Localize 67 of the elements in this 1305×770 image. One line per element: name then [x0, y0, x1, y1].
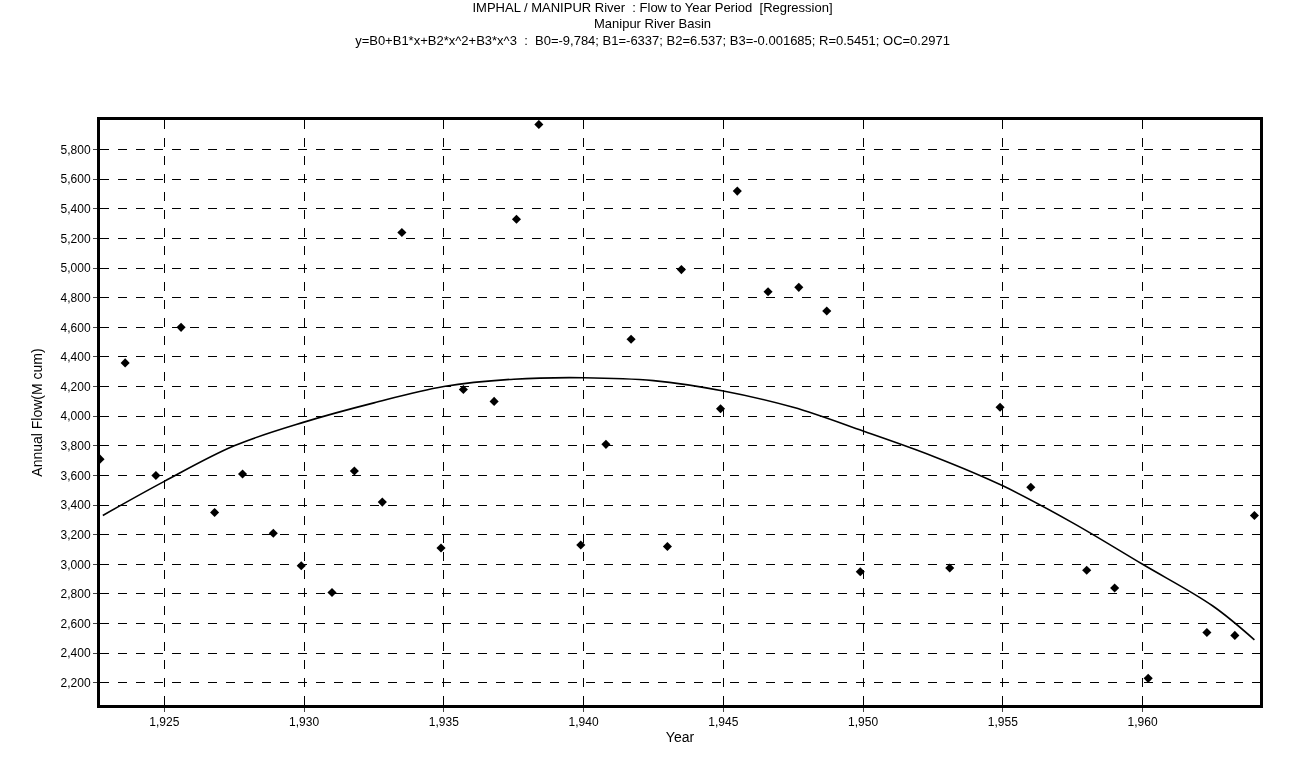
y-tick-label: 3,200 — [60, 527, 91, 542]
point — [945, 563, 955, 573]
point — [576, 540, 586, 550]
x-tick-label: 1,925 — [149, 715, 180, 730]
y-tick-label: 5,400 — [60, 202, 91, 217]
point — [1082, 565, 1092, 575]
point — [349, 466, 359, 476]
point — [855, 567, 865, 577]
y-tick-label: 3,800 — [60, 439, 91, 454]
point — [327, 587, 337, 597]
point — [794, 282, 804, 292]
y-tick-label: 2,800 — [60, 587, 91, 602]
x-tick-label: 1,960 — [1127, 715, 1158, 730]
point — [601, 439, 611, 449]
point — [151, 470, 161, 480]
point — [732, 186, 742, 196]
point — [436, 543, 446, 553]
point — [511, 214, 522, 224]
point — [296, 561, 306, 571]
x-axis-title: Year — [665, 728, 695, 745]
point — [377, 497, 387, 507]
point — [120, 358, 130, 368]
point — [397, 228, 407, 238]
y-tick-label: 4,400 — [60, 350, 91, 365]
chart-subtitle: Manipur River Basin y=B0+B1*x+B2*x^2+B3*x^3 : B0=-9,784; B1=-6337; B2=6.537; B3=-0.001685; R=0.5451; OC=0.2971 — [355, 16, 950, 49]
x-tick-label: 1,940 — [568, 715, 599, 730]
point — [534, 120, 544, 129]
y-tick-label: 2,400 — [60, 646, 91, 661]
point — [210, 507, 220, 518]
y-tick-label: 5,800 — [60, 142, 91, 157]
chart-title: IMPHAL / MANIPUR River : Flow to Year Period [Regression] — [472, 0, 833, 15]
point — [626, 334, 636, 344]
point — [1230, 630, 1240, 640]
y-tick-label: 2,200 — [60, 675, 91, 690]
x-tick-label: 1,935 — [428, 715, 460, 730]
point — [763, 287, 773, 297]
y-tick-label: 3,000 — [60, 557, 91, 572]
point — [238, 469, 248, 479]
point — [1026, 482, 1036, 492]
y-axis-title: Annual Flow(M cum) — [29, 348, 46, 477]
point — [1249, 510, 1259, 520]
x-tick-label: 1,950 — [848, 715, 879, 730]
point — [1110, 583, 1120, 593]
y-tick-label: 4,600 — [60, 320, 91, 335]
point — [662, 541, 672, 552]
y-tick-label: 4,200 — [60, 379, 91, 394]
point — [1143, 673, 1153, 683]
y-tick-label: 4,800 — [60, 290, 91, 305]
point — [489, 396, 499, 406]
point — [1202, 627, 1212, 637]
point — [995, 402, 1005, 412]
y-tick-label: 5,000 — [60, 261, 91, 276]
point — [676, 265, 686, 275]
x-tick-label: 1,945 — [708, 715, 739, 730]
point — [176, 322, 186, 332]
y-tick-label: 2,600 — [60, 616, 91, 631]
y-tick-label: 3,400 — [60, 498, 91, 513]
y-tick-label: 5,600 — [60, 172, 91, 187]
point — [822, 306, 832, 316]
y-tick-label: 5,200 — [60, 231, 91, 246]
y-tick-label: 3,600 — [60, 468, 91, 483]
point — [458, 384, 468, 395]
x-tick-label: 1,955 — [987, 715, 1019, 730]
point — [268, 528, 278, 538]
x-tick-label: 1,930 — [289, 715, 320, 730]
y-tick-label: 4,000 — [60, 409, 91, 424]
point — [715, 404, 726, 414]
